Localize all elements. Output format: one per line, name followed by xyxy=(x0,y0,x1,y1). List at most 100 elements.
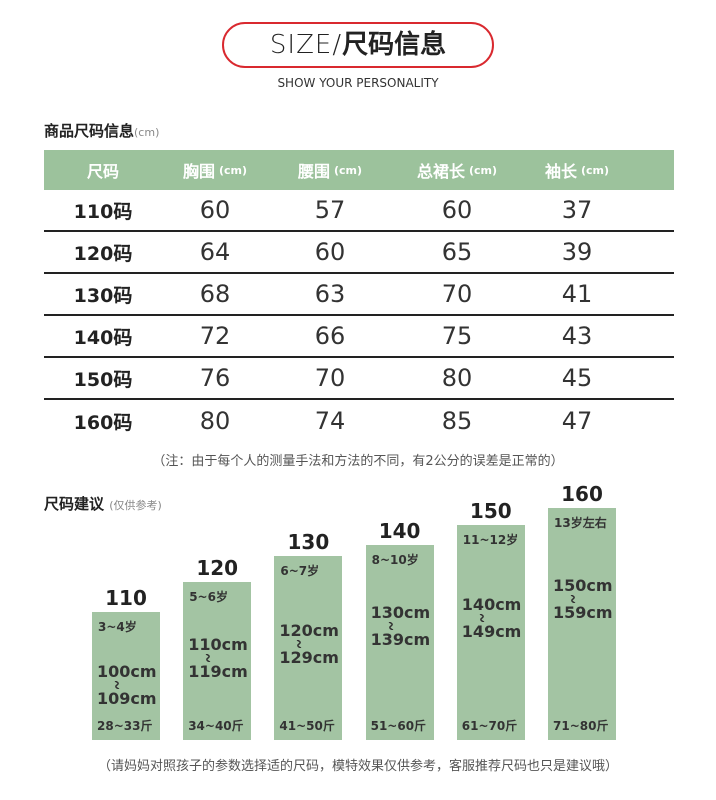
range-sign-path xyxy=(114,681,120,689)
value-cell: 60 xyxy=(314,238,346,266)
age: 13岁左右 xyxy=(554,516,607,530)
bar-size-label: 120 xyxy=(196,556,239,580)
size-bar: 6~7岁 120cm 129cm 41~50斤 xyxy=(274,556,343,740)
height-from: 120cm xyxy=(279,621,339,640)
range-sign-path xyxy=(205,654,211,662)
section-title: 商品尺码信息(cm) xyxy=(44,120,159,141)
weight: 61~70斤 xyxy=(461,719,518,733)
size-cell: 120码 xyxy=(73,242,133,265)
height-to: 129cm xyxy=(279,648,339,667)
header-label: 总裙长 xyxy=(416,162,465,181)
range-sign xyxy=(479,614,485,622)
value-cell: 72 xyxy=(199,322,231,350)
bar-size-label: 130 xyxy=(287,530,330,554)
size-cell: 140码 xyxy=(73,326,133,349)
bar-size-label: 140 xyxy=(378,519,421,543)
value-cell: 66 xyxy=(314,322,346,350)
weight: 34~40斤 xyxy=(188,719,244,733)
header-label: 腰围 xyxy=(297,162,330,181)
height-range: 150cm 159cm xyxy=(553,576,613,622)
header-cell: 胸围 (cm) xyxy=(183,150,247,190)
recommend-footer: （请妈妈对照孩子的参数选择适的尺码，模特效果仅供参考，客服推荐尺码也只是建议哦） xyxy=(97,759,618,774)
bar-size-label: 110 xyxy=(105,586,147,610)
value-cell: 43 xyxy=(561,322,593,350)
value-cell: 60 xyxy=(199,196,231,224)
size-bar: 11~12岁 140cm 149cm 61~70斤 xyxy=(456,525,525,740)
size-table: 尺码 胸围 (cm) 腰围 (cm) 总裙长 (cm) 袖长 (cm) 110码 60 57 60 37 1… xyxy=(44,150,674,442)
header-unit: (cm) xyxy=(218,163,248,177)
range-sign xyxy=(570,595,576,603)
value-cell: 80 xyxy=(199,407,231,435)
table-row: 130码 68 63 70 41 xyxy=(44,274,674,316)
value-cell: 60 xyxy=(441,196,473,224)
size-bar: 13岁左右 150cm 159cm 71~80斤 xyxy=(548,508,616,740)
age: 3~4岁 xyxy=(98,620,137,634)
height-to: 139cm xyxy=(370,630,431,649)
value-cell: 37 xyxy=(561,196,593,224)
value-cell: 75 xyxy=(441,322,473,350)
age: 8~10岁 xyxy=(371,553,419,567)
table-row: 160码 80 74 85 47 xyxy=(44,400,674,442)
height-range: 140cm 149cm xyxy=(462,595,522,641)
table-row: 120码 64 60 65 39 xyxy=(44,232,674,274)
range-sign-path xyxy=(297,640,302,648)
size-cell: 150码 xyxy=(73,368,133,391)
height-from: 140cm xyxy=(461,595,522,614)
size-bar: 3~4岁 100cm 109cm 28~33斤 xyxy=(92,612,160,740)
age: 11~12岁 xyxy=(462,533,519,547)
value-cell: 68 xyxy=(199,280,231,308)
header-unit: (cm) xyxy=(468,163,498,177)
value-cell: 80 xyxy=(441,364,473,392)
title-cn: 尺码信息 xyxy=(342,30,447,60)
height-range: 130cm 139cm xyxy=(371,603,431,649)
table-row: 150码 76 70 80 45 xyxy=(44,358,674,400)
bar-size-label: 150 xyxy=(469,499,512,523)
value-cell: 70 xyxy=(441,280,473,308)
value-cell: 74 xyxy=(314,407,346,435)
value-cell: 45 xyxy=(561,364,593,392)
value-cell: 47 xyxy=(561,407,593,435)
weight: 41~50斤 xyxy=(279,719,335,733)
size-bar: 5~6岁 110cm 119cm 34~40斤 xyxy=(183,582,252,740)
value-cell: 57 xyxy=(314,196,346,224)
range-sign-path xyxy=(570,595,576,603)
table-note: （注：由于每个人的测量手法和方法的不同，有2公分的误差是正常的） xyxy=(152,454,564,469)
value-cell: 41 xyxy=(561,280,593,308)
size-cell: 160码 xyxy=(73,411,133,434)
range-sign xyxy=(297,640,302,648)
title-box: SIZE/尺码信息 xyxy=(222,22,494,68)
header-label: 胸围 xyxy=(182,162,215,181)
range-sign-path xyxy=(388,622,393,630)
header-cell: 尺码 xyxy=(87,150,119,190)
height-from: 100cm xyxy=(97,662,157,681)
range-sign xyxy=(388,622,393,630)
height-from: 110cm xyxy=(188,635,248,654)
range-sign-path xyxy=(479,614,485,622)
recommend-subtitle: (仅供参考) xyxy=(109,499,162,512)
height-to: 149cm xyxy=(461,622,522,641)
height-to: 159cm xyxy=(553,603,613,622)
value-cell: 63 xyxy=(314,280,346,308)
header-cell: 袖长 (cm) xyxy=(545,150,609,190)
height-range: 100cm 109cm xyxy=(97,662,157,708)
height-to: 119cm xyxy=(188,662,248,681)
range-sign xyxy=(114,681,120,689)
weight: 51~60斤 xyxy=(370,719,427,733)
size-cell: 110码 xyxy=(73,200,133,223)
table-row: 140码 72 66 75 43 xyxy=(44,316,674,358)
value-cell: 76 xyxy=(199,364,231,392)
age: 6~7岁 xyxy=(280,564,320,578)
header-unit: (cm) xyxy=(333,163,363,177)
table-title: 商品尺码信息 xyxy=(44,122,135,140)
header-cell: 总裙长 (cm) xyxy=(417,150,497,190)
height-to: 109cm xyxy=(97,689,157,708)
height-from: 130cm xyxy=(370,603,431,622)
section-title: 尺码建议 (仅供参考) xyxy=(44,493,162,514)
range-sign xyxy=(205,654,211,662)
height-from: 150cm xyxy=(553,576,613,595)
subtitle: SHOW YOUR PERSONALITY xyxy=(277,76,439,90)
height-range: 110cm 119cm xyxy=(188,635,248,681)
value-cell: 70 xyxy=(314,364,346,392)
recommend-title: 尺码建议 xyxy=(44,495,105,513)
